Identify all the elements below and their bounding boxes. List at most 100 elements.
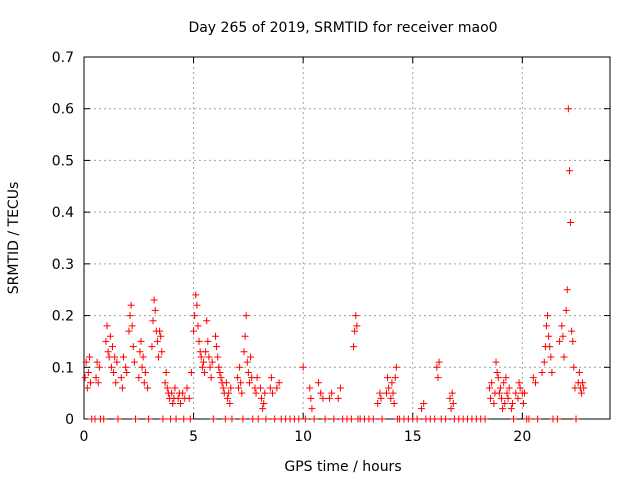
x-axis-label: GPS time / hours xyxy=(284,459,401,475)
data-point xyxy=(127,301,135,309)
data-point xyxy=(187,368,195,376)
data-point xyxy=(240,348,248,356)
data-point xyxy=(580,384,588,392)
data-point xyxy=(390,399,398,407)
data-point xyxy=(519,399,527,407)
data-point xyxy=(225,389,233,397)
data-point xyxy=(156,327,164,335)
data-point xyxy=(481,415,489,423)
data-point xyxy=(84,368,92,376)
data-point xyxy=(253,374,261,382)
data-point xyxy=(374,399,382,407)
y-tick-label: 0.7 xyxy=(52,50,74,66)
data-point xyxy=(442,415,450,423)
data-point xyxy=(242,312,250,320)
data-point xyxy=(241,332,249,340)
data-point xyxy=(114,415,122,423)
data-point xyxy=(490,399,498,407)
data-point xyxy=(508,399,516,407)
data-point xyxy=(377,394,385,402)
data-point xyxy=(507,405,515,413)
data-point xyxy=(387,394,395,402)
data-point xyxy=(542,322,550,330)
x-tick-labels: 0 5 10 15 20 xyxy=(80,429,532,445)
data-point xyxy=(135,374,143,382)
data-point xyxy=(553,415,561,423)
data-point xyxy=(214,353,222,361)
data-point xyxy=(319,394,327,402)
data-point xyxy=(505,384,513,392)
data-point xyxy=(256,384,264,392)
data-point xyxy=(113,358,121,366)
data-point xyxy=(198,363,206,371)
x-tick-label: 10 xyxy=(294,429,312,445)
data-point xyxy=(219,384,227,392)
data-point xyxy=(153,337,161,345)
data-point xyxy=(201,368,209,376)
y-tick-label: 0.1 xyxy=(52,360,74,376)
data-point xyxy=(500,379,508,387)
data-point xyxy=(245,379,253,387)
data-point xyxy=(92,374,100,382)
data-point xyxy=(493,368,501,376)
data-point xyxy=(168,389,176,397)
data-point xyxy=(504,394,512,402)
x-tick-label: 0 xyxy=(80,429,89,445)
data-point xyxy=(315,379,323,387)
data-point xyxy=(137,337,145,345)
data-point xyxy=(389,389,397,397)
data-point xyxy=(174,394,182,402)
data-point xyxy=(485,384,493,392)
data-point xyxy=(132,415,140,423)
data-point xyxy=(87,379,95,387)
data-point xyxy=(254,415,262,423)
data-point xyxy=(261,389,269,397)
y-tick-label: 0.5 xyxy=(52,153,74,169)
data-point xyxy=(130,358,138,366)
data-point xyxy=(260,399,268,407)
data-point xyxy=(205,353,213,361)
data-point xyxy=(125,327,133,335)
data-point xyxy=(126,312,134,320)
data-point xyxy=(112,379,120,387)
data-point xyxy=(215,363,223,371)
data-point xyxy=(556,337,564,345)
data-point xyxy=(336,384,344,392)
data-point xyxy=(94,379,102,387)
data-point xyxy=(353,322,361,330)
grid xyxy=(84,56,610,419)
data-point xyxy=(228,415,236,423)
data-point xyxy=(301,415,309,423)
data-point xyxy=(540,358,548,366)
data-point xyxy=(117,374,125,382)
data-point xyxy=(565,167,573,175)
data-point xyxy=(149,317,157,325)
data-point xyxy=(244,368,252,376)
data-point xyxy=(239,415,247,423)
data-point xyxy=(567,218,575,226)
data-point xyxy=(226,399,234,407)
ticks xyxy=(83,56,610,420)
data-point xyxy=(488,379,496,387)
data-point xyxy=(525,415,533,423)
data-point xyxy=(111,353,119,361)
data-point xyxy=(252,389,260,397)
data-point xyxy=(155,353,163,361)
data-point xyxy=(352,312,360,320)
data-point xyxy=(392,363,400,371)
data-point xyxy=(434,374,442,382)
data-point xyxy=(495,389,503,397)
x-tick-label: 20 xyxy=(513,429,531,445)
data-point xyxy=(501,399,509,407)
data-point xyxy=(258,394,266,402)
data-point xyxy=(217,374,225,382)
data-point xyxy=(183,384,191,392)
data-point xyxy=(128,322,136,330)
data-point xyxy=(514,394,522,402)
data-point xyxy=(161,379,169,387)
data-point xyxy=(568,327,576,335)
y-tick-label: 0.4 xyxy=(52,205,74,221)
data-point xyxy=(162,368,170,376)
x-tick-label: 5 xyxy=(189,429,198,445)
data-point xyxy=(185,394,193,402)
